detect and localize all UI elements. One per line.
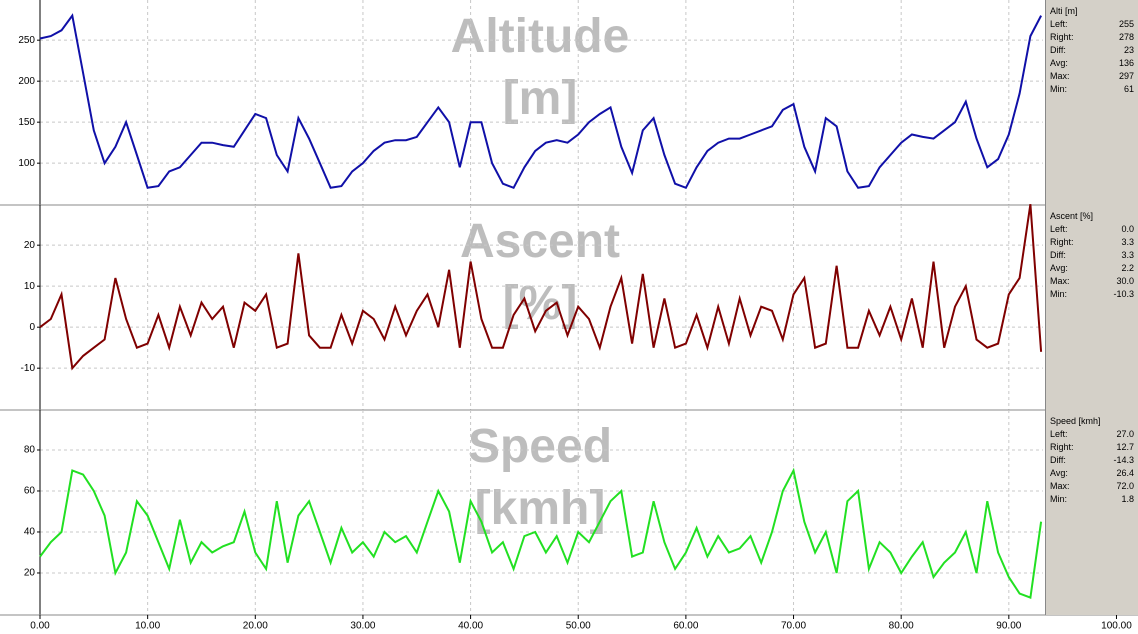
- stats-heading: Alti [m]: [1050, 6, 1078, 16]
- stats-label: Max:: [1050, 276, 1070, 286]
- x-tick-label: 70.00: [781, 621, 806, 632]
- stats-value: 278: [1118, 32, 1134, 42]
- stats-row: Avg: 26.4: [1050, 467, 1134, 480]
- stats-row: Diff: 23: [1050, 44, 1134, 57]
- x-tick-label: 10.00: [135, 621, 160, 632]
- y-tick-label: 80: [24, 445, 36, 456]
- stats-label: Diff:: [1050, 45, 1066, 55]
- stats-row: Max: 72.0: [1050, 480, 1134, 493]
- stats-row: Min: -10.3: [1050, 288, 1134, 301]
- stats-row: Max: 30.0: [1050, 275, 1134, 288]
- stats-value: 297: [1118, 71, 1134, 81]
- stats-label: Diff:: [1050, 455, 1066, 465]
- stats-value: 12.7: [1116, 442, 1134, 452]
- stats-value: 72.0: [1116, 481, 1134, 491]
- data-line: [39, 13, 1042, 190]
- stats-value: -10.3: [1113, 289, 1134, 299]
- stats-value: 30.0: [1116, 276, 1134, 286]
- stats-value: 3.3: [1121, 237, 1134, 247]
- stats-label: Right:: [1050, 442, 1074, 452]
- x-tick-label: 60.00: [673, 621, 698, 632]
- stats-label: Left:: [1050, 19, 1068, 29]
- stats-label: Max:: [1050, 481, 1070, 491]
- stats-row: Min: 61: [1050, 83, 1134, 96]
- stats-heading: Speed [kmh]: [1050, 416, 1101, 426]
- stats-value: 255: [1118, 19, 1134, 29]
- stats-row: Right: 3.3: [1050, 236, 1134, 249]
- y-tick-label: 250: [18, 35, 35, 46]
- y-tick-label: 20: [24, 568, 36, 579]
- y-tick-label: -10: [21, 363, 36, 374]
- stats-row: Max: 297: [1050, 70, 1134, 83]
- x-tick-label: 40.00: [458, 621, 483, 632]
- stats-label: Right:: [1050, 237, 1074, 247]
- stats-row: Left: 255: [1050, 18, 1134, 31]
- stats-row: Avg: 136: [1050, 57, 1134, 70]
- data-line: [39, 467, 1043, 599]
- stats-label: Max:: [1050, 71, 1070, 81]
- stats-value: 136: [1118, 58, 1134, 68]
- y-tick-label: 10: [24, 281, 36, 292]
- stats-value: 26.4: [1116, 468, 1134, 478]
- x-tick-label: 50.00: [566, 621, 591, 632]
- x-tick-label: 90.00: [996, 621, 1021, 632]
- x-tick-label: 100.00: [1101, 621, 1132, 632]
- stats-label: Avg:: [1050, 468, 1068, 478]
- stats-label: Min:: [1050, 494, 1068, 504]
- stats-row: Min: 1.8: [1050, 493, 1134, 506]
- stats-value: 2.2: [1121, 263, 1134, 273]
- stats-value: 1.8: [1121, 494, 1134, 504]
- x-tick-label: 20.00: [243, 621, 268, 632]
- y-tick-label: 60: [24, 486, 36, 497]
- stats-label: Left:: [1050, 224, 1068, 234]
- stats-value: 0.0: [1121, 224, 1134, 234]
- stats-row: Right: 12.7: [1050, 441, 1134, 454]
- stats-row: Diff: 3.3: [1050, 249, 1134, 262]
- y-tick-label: 100: [18, 158, 35, 169]
- stats-value: -14.3: [1113, 455, 1134, 465]
- stats-label: Min:: [1050, 289, 1068, 299]
- stats-label: Left:: [1050, 429, 1068, 439]
- stats-panel: Alti [m] Left: 255 Right: 278 Diff: 23 Avg: 136 M…: [1045, 0, 1138, 205]
- y-tick-label: 20: [24, 240, 36, 251]
- stats-value: 23: [1123, 45, 1134, 55]
- stats-value: 61: [1123, 84, 1134, 94]
- stats-row: Left: 27.0: [1050, 428, 1134, 441]
- stats-panel: Ascent [%] Left: 0.0 Right: 3.3 Diff: 3.3 Avg: 2…: [1045, 205, 1138, 410]
- stats-heading: Ascent [%]: [1050, 211, 1094, 221]
- x-tick-label: 80.00: [889, 621, 914, 632]
- y-tick-label: 150: [18, 117, 35, 128]
- y-tick-label: 40: [24, 527, 36, 538]
- x-tick-label: 0.00: [30, 621, 50, 632]
- y-tick-label: 0: [29, 322, 35, 333]
- stats-row: Left: 0.0: [1050, 223, 1134, 236]
- stats-panel: Speed [kmh] Left: 27.0 Right: 12.7 Diff: -14.3…: [1045, 410, 1138, 615]
- stats-value: 27.0: [1116, 429, 1134, 439]
- stats-row: Avg: 2.2: [1050, 262, 1134, 275]
- stats-label: Min:: [1050, 84, 1068, 94]
- stats-label: Avg:: [1050, 263, 1068, 273]
- stats-value: 3.3: [1121, 250, 1134, 260]
- stats-label: Right:: [1050, 32, 1074, 42]
- stats-row: Right: 278: [1050, 31, 1134, 44]
- data-line: [39, 204, 1043, 371]
- stats-label: Avg:: [1050, 58, 1068, 68]
- stats-row: Diff: -14.3: [1050, 454, 1134, 467]
- x-tick-label: 30.00: [350, 621, 375, 632]
- y-tick-label: 200: [18, 76, 35, 87]
- stats-label: Diff:: [1050, 250, 1066, 260]
